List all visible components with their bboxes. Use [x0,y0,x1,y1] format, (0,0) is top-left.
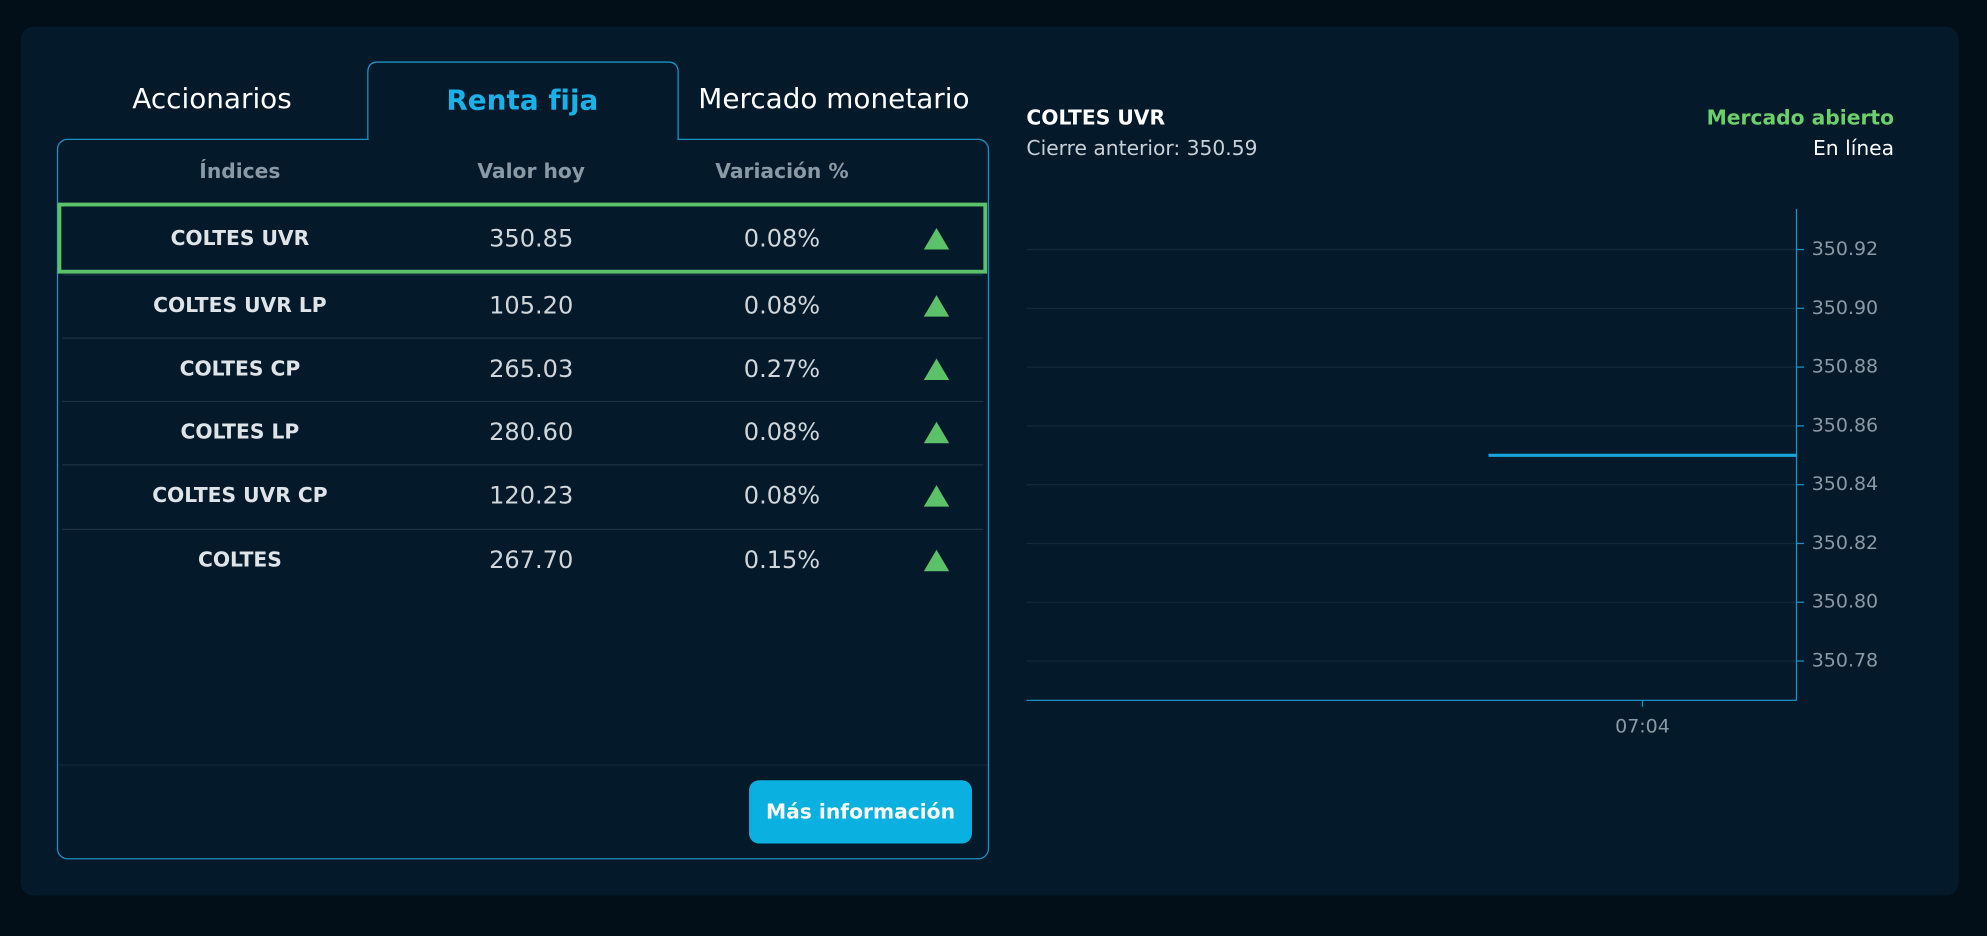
cell: 280.60 [489,418,573,446]
column-header: Variación % [715,159,848,183]
cell: 267.70 [489,546,573,574]
up-arrow [923,358,950,380]
cell: 0.27% [744,355,820,383]
more-info-button[interactable] [749,780,972,844]
index-name: COLTES [198,548,282,572]
y-tick-label: 350.90 [1812,297,1878,319]
up-arrow [923,295,950,317]
market-status: Mercado abierto [1707,106,1894,130]
chart-title: COLTES UVR [1026,106,1165,130]
index-name: COLTES CP [180,356,301,380]
cell: 0.08% [744,292,820,320]
chart-subtitle: Cierre anterior: 350.59 [1026,136,1257,160]
active-tab-frame [367,61,679,140]
x-tick-label: 07:04 [1615,716,1670,738]
y-tick-label: 350.84 [1812,473,1878,495]
market-status-detail: En línea [1813,136,1894,160]
cell: 0.08% [744,481,820,509]
up-arrow [923,549,950,572]
up-arrow [923,421,950,444]
index-name: COLTES UVR LP [153,293,327,317]
cell: 105.20 [489,292,573,320]
cell: 350.85 [489,224,573,252]
tab-active[interactable]: Renta fija [446,83,598,116]
column-header: Índices [199,159,280,183]
chart: 350.78 350.80 350.82 350.84 350.86 350.88 350.… [1026,208,1878,738]
index-name: COLTES UVR CP [152,483,328,507]
tab[interactable]: Mercado monetario [698,82,969,115]
y-tick-label: 350.92 [1812,238,1878,260]
y-tick-label: 350.88 [1812,356,1878,378]
cell: 0.08% [744,418,820,446]
index-name: COLTES LP [181,420,300,444]
y-tick-label: 350.78 [1812,650,1878,672]
index-name: COLTES UVR [171,226,310,250]
cell: 120.23 [489,481,573,509]
selected-row [57,202,988,274]
up-arrow [923,227,950,250]
y-tick-label: 350.82 [1812,532,1878,554]
cell: 0.08% [744,224,820,252]
cell: 265.03 [489,355,573,383]
up-arrow [923,485,950,507]
y-tick-label: 350.86 [1812,414,1878,436]
cell: 0.15% [744,546,820,574]
column-header: Valor hoy [477,159,585,183]
table-rows: COLTES UVR 350.85 0.08% COLTES UVR LP 105.20… [62,224,984,574]
panel [20,26,1959,896]
y-tick-label: 350.80 [1812,591,1878,613]
button-label[interactable]: Más información [766,800,955,824]
tab[interactable]: Accionarios [132,82,291,115]
